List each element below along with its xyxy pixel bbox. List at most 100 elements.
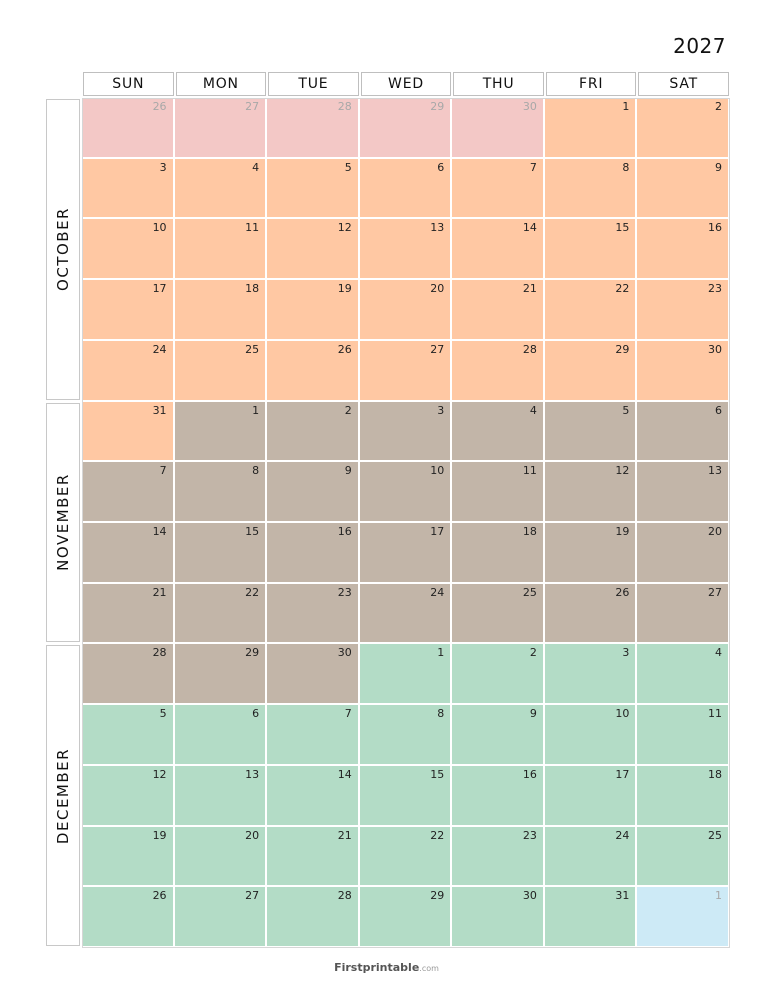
day-cell: 13 xyxy=(174,765,268,827)
day-number: 20 xyxy=(245,828,260,842)
day-number: 19 xyxy=(152,828,167,842)
day-cell: 10 xyxy=(544,705,638,766)
day-cell: 12 xyxy=(544,462,638,523)
day-number: 25 xyxy=(522,585,537,599)
day-cell: 9 xyxy=(637,158,730,220)
day-cell: 17 xyxy=(359,523,453,584)
day-cell: 8 xyxy=(359,705,453,766)
day-cell: 21 xyxy=(452,280,545,341)
day-number: 31 xyxy=(615,889,630,903)
day-number: 4 xyxy=(252,160,260,174)
day-number: 8 xyxy=(252,464,260,478)
day-number: 27 xyxy=(245,889,260,903)
day-cell: 19 xyxy=(267,280,360,341)
day-number: 19 xyxy=(615,525,630,538)
day-cell: 2 xyxy=(637,98,730,159)
day-cell: 4 xyxy=(452,401,545,463)
day-number: 15 xyxy=(245,525,260,538)
day-number: 30 xyxy=(522,100,537,113)
footer-brand: Firstprintable.com xyxy=(0,961,773,974)
day-cell: 29 xyxy=(359,98,453,159)
day-cell: 26 xyxy=(544,583,638,645)
day-number: 4 xyxy=(714,646,722,660)
day-cell: 28 xyxy=(267,887,360,948)
day-number: 24 xyxy=(615,828,630,842)
day-cell: 2 xyxy=(267,401,360,463)
day-cell: 9 xyxy=(267,462,360,523)
day-number: 17 xyxy=(152,282,167,296)
day-cell: 19 xyxy=(82,826,175,888)
day-number: 31 xyxy=(152,403,167,417)
day-cell: 26 xyxy=(267,340,360,402)
day-cell: 24 xyxy=(82,340,175,402)
day-number: 14 xyxy=(152,525,167,538)
day-number: 28 xyxy=(152,646,167,660)
day-number: 21 xyxy=(152,585,167,599)
weekday-header-tue: TUE xyxy=(268,72,359,96)
day-number: 9 xyxy=(714,160,722,174)
day-cell: 23 xyxy=(452,826,545,888)
day-number: 26 xyxy=(615,585,630,599)
day-cell: 30 xyxy=(267,644,360,706)
day-cell: 13 xyxy=(359,219,453,281)
day-cell: 3 xyxy=(82,158,175,220)
day-number: 28 xyxy=(337,889,352,903)
day-cell: 27 xyxy=(637,583,730,645)
day-number: 1 xyxy=(437,646,445,660)
day-number: 1 xyxy=(252,403,260,417)
day-number: 17 xyxy=(430,525,445,538)
day-number: 11 xyxy=(245,221,260,235)
day-cell: 18 xyxy=(452,523,545,584)
day-number: 1 xyxy=(714,889,722,903)
day-number: 11 xyxy=(707,707,722,721)
day-number: 1 xyxy=(622,100,630,113)
day-cell: 22 xyxy=(544,280,638,341)
day-cell: 10 xyxy=(82,219,175,281)
day-number: 22 xyxy=(615,282,630,296)
day-cell: 2 xyxy=(452,644,545,706)
day-number: 3 xyxy=(159,160,167,174)
day-cell: 15 xyxy=(359,765,453,827)
day-number: 21 xyxy=(337,828,352,842)
day-number: 13 xyxy=(245,767,260,781)
day-cell: 29 xyxy=(544,340,638,402)
day-number: 24 xyxy=(152,342,167,356)
day-cell: 5 xyxy=(544,401,638,463)
footer-brand-name: Firstprintable xyxy=(334,961,420,974)
day-cell: 25 xyxy=(174,340,268,402)
day-number: 27 xyxy=(245,100,260,113)
day-cell: 26 xyxy=(82,98,175,159)
day-number: 11 xyxy=(522,464,537,478)
day-number: 6 xyxy=(437,160,445,174)
day-cell: 24 xyxy=(544,826,638,888)
day-cell: 10 xyxy=(359,462,453,523)
day-number: 10 xyxy=(615,707,630,721)
weekday-header-sat: SAT xyxy=(638,72,729,96)
month-name: NOVEMBER xyxy=(54,473,72,572)
calendar-grid: 26 27 28 29 30 1 2 3 4 5 6 7 8 9 10 11 12 13 14 15 16 17 18 19 2… xyxy=(82,98,730,948)
day-cell: 20 xyxy=(174,826,268,888)
day-cell: 8 xyxy=(544,158,638,220)
day-number: 8 xyxy=(437,707,445,721)
day-cell: 1 xyxy=(637,887,730,948)
day-cell: 6 xyxy=(637,401,730,463)
month-label-october: OCTOBER xyxy=(46,99,80,400)
day-number: 26 xyxy=(152,100,167,113)
day-number: 8 xyxy=(622,160,630,174)
month-label-november: NOVEMBER xyxy=(46,402,80,643)
day-number: 23 xyxy=(337,585,352,599)
day-number: 12 xyxy=(337,221,352,235)
day-cell: 30 xyxy=(637,340,730,402)
day-cell: 28 xyxy=(82,644,175,706)
day-cell: 17 xyxy=(82,280,175,341)
day-number: 12 xyxy=(615,464,630,478)
day-number: 18 xyxy=(522,525,537,538)
weekday-header-fri: FRI xyxy=(545,72,637,96)
day-number: 19 xyxy=(337,282,352,296)
day-number: 6 xyxy=(252,707,260,721)
day-cell: 27 xyxy=(174,887,268,948)
day-number: 16 xyxy=(707,221,722,235)
day-number: 29 xyxy=(430,889,445,903)
day-number: 30 xyxy=(522,889,537,903)
day-number: 25 xyxy=(707,828,722,842)
